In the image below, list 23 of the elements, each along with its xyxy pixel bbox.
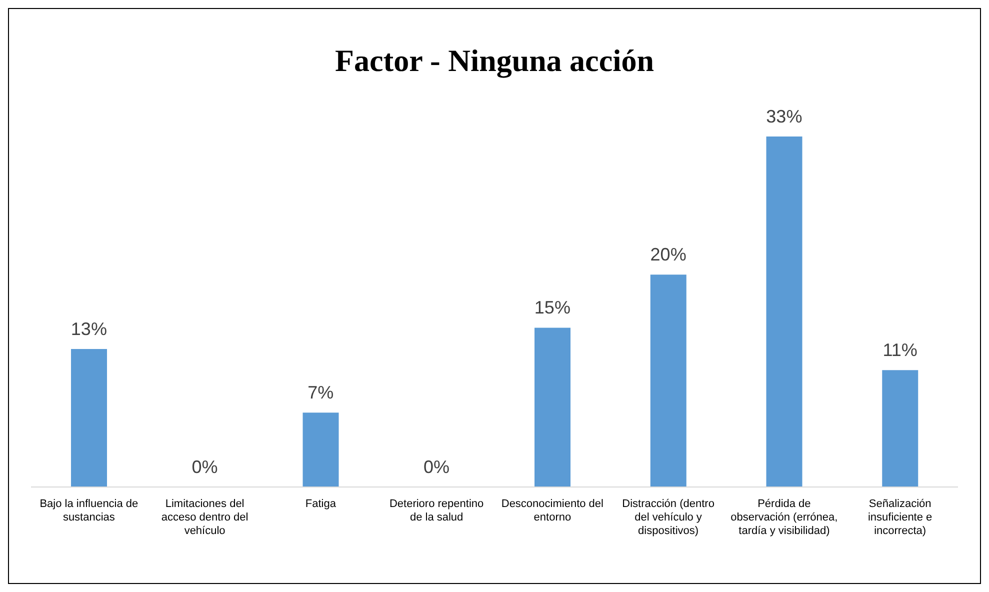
x-tick-label: Bajo la influencia de sustancias [40,498,138,524]
bar [766,136,802,487]
data-label: 13% [70,318,107,339]
data-label: 20% [650,244,686,265]
x-tick-label: Deterioro repentino de la salud [389,498,484,524]
x-tick-label: Limitaciones del acceso dentro del vehículo [161,498,248,537]
data-label: 15% [534,298,570,318]
x-tick-label: Señalización insuficiente e incorrecta) [868,498,932,537]
bar [71,348,107,487]
bar [302,412,339,487]
chart-title: Factor - Ninguna acción [334,43,655,79]
data-label: 0% [424,457,450,477]
bar [650,274,686,487]
x-tick-label: Desconocimiento del entorno [501,498,604,524]
bar [534,328,570,487]
data-label: 7% [308,382,334,403]
data-label: 33% [766,106,802,127]
x-tick-label: Pérdida de observación (errónea, tardía y visibilidad) [730,498,838,537]
data-label: 0% [192,457,218,477]
data-label: 11% [882,340,918,360]
bar [882,370,918,487]
x-tick-label: Distracción (dentro del vehículo y dispositivos) [622,498,714,537]
x-tick-label: Fatiga [305,498,337,510]
